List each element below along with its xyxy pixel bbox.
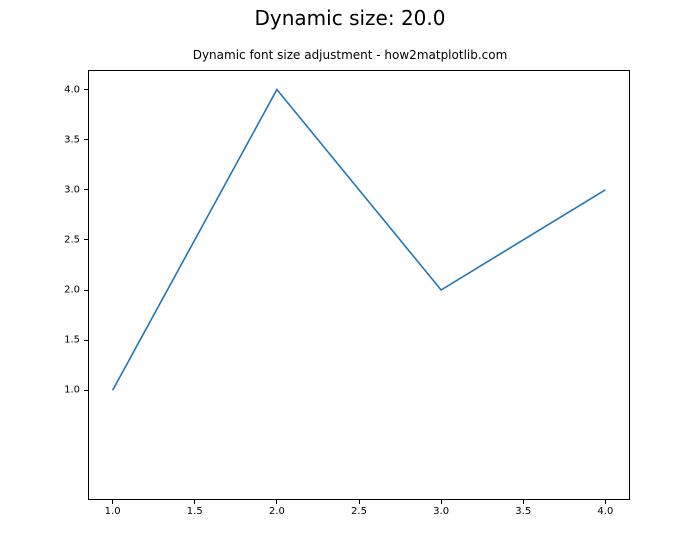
y-tick [84,340,88,341]
y-tick [84,89,88,90]
axes-title: Dynamic font size adjustment - how2matpl… [0,48,700,62]
line-layer [88,70,630,500]
x-tick-label: 2.5 [351,506,367,517]
x-tick [276,500,277,504]
x-tick-label: 4.0 [597,506,613,517]
x-tick-label: 1.0 [105,506,121,517]
y-axis-ticks: 1.0 1.5 2.0 2.5 3.0 3.5 4.0 [28,70,88,500]
y-tick [84,390,88,391]
x-tick-label: 2.0 [269,506,285,517]
x-tick [523,500,524,504]
series-line-0 [113,90,606,391]
y-tick [84,290,88,291]
x-tick-label: 3.5 [515,506,531,517]
figure: Dynamic size: 20.0 Dynamic font size adj… [0,0,700,560]
x-tick [194,500,195,504]
y-tick [84,139,88,140]
plot-area: 1.01.52.02.53.03.54.0 1.01.52.02.53.03.5… [88,70,630,500]
y-tick-label: 2.0 [64,285,80,296]
y-tick-label: 1.0 [64,385,80,396]
x-tick [605,500,606,504]
y-tick-label: 3.0 [64,184,80,195]
x-tick-label: 1.5 [187,506,203,517]
x-tick [112,500,113,504]
y-tick [84,239,88,240]
y-tick-label: 4.0 [64,84,80,95]
x-tick-label: 3.0 [433,506,449,517]
x-tick [359,500,360,504]
y-tick-label: 1.5 [64,335,80,346]
figure-suptitle: Dynamic size: 20.0 [0,6,700,30]
x-axis-ticks: 1.0 1.5 2.0 2.5 3.0 3.5 4.0 [88,500,630,520]
x-tick [441,500,442,504]
y-tick-label: 2.5 [64,234,80,245]
y-tick-label: 3.5 [64,134,80,145]
y-tick [84,189,88,190]
